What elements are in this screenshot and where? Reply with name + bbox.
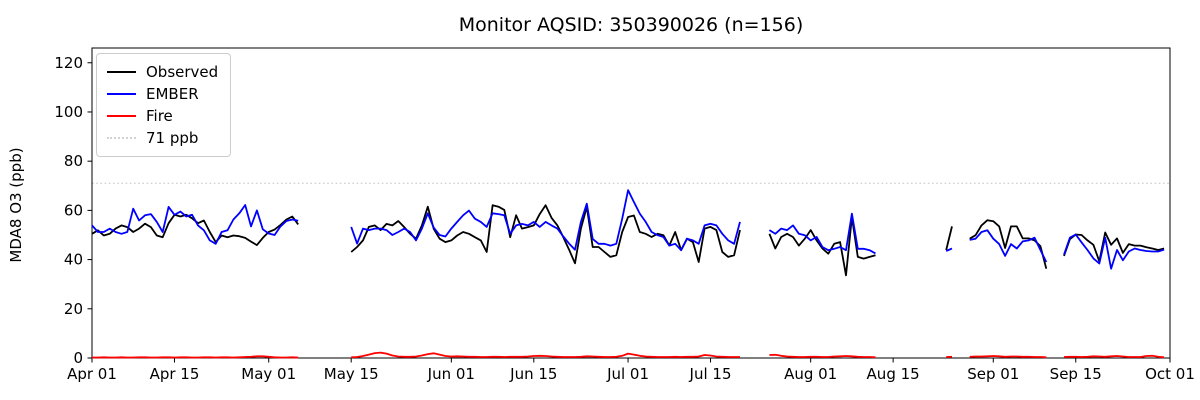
x-tick-label: Apr 15 xyxy=(150,365,200,383)
y-tick-label: 0 xyxy=(73,349,83,367)
x-tick-label: Jun 01 xyxy=(427,365,475,383)
threshold-line-swatch xyxy=(107,137,136,139)
fire-line-segment-3 xyxy=(769,353,876,359)
ember-line-segment-6 xyxy=(1063,233,1165,270)
x-tick-label: Aug 15 xyxy=(867,365,920,383)
plot-frame xyxy=(91,47,1171,359)
observed-line-segment-4 xyxy=(945,226,953,251)
observed-line-swatch xyxy=(107,71,136,73)
observed-line-segment-6 xyxy=(1063,231,1165,263)
x-tick-label: Aug 01 xyxy=(784,365,837,383)
legend-label-ember: EMBER xyxy=(146,85,199,103)
observed-line-segment-3 xyxy=(768,216,876,277)
chart-title: Monitor AQSID: 350390026 (n=156) xyxy=(458,14,804,36)
y-tick-label: 100 xyxy=(54,103,83,121)
legend-row-observed: Observed xyxy=(107,61,218,83)
ember-line-segment-4 xyxy=(945,247,953,252)
legend-label-observed: Observed xyxy=(146,63,219,81)
fire-line-segment-2 xyxy=(351,351,740,359)
ember-line-segment-1 xyxy=(91,204,299,245)
x-tick-label: Sep 15 xyxy=(1050,365,1102,383)
x-tick-label: Jun 15 xyxy=(509,365,557,383)
legend: Observed EMBER Fire 71 ppb xyxy=(96,53,232,157)
y-tick-label: 120 xyxy=(54,54,83,72)
y-tick-label: 80 xyxy=(64,152,83,170)
legend-label-threshold: 71 ppb xyxy=(146,129,199,147)
y-tick-label: 60 xyxy=(64,201,83,219)
legend-label-fire: Fire xyxy=(146,107,173,125)
x-tick-label: May 15 xyxy=(324,365,379,383)
fire-line-segment-6 xyxy=(1063,354,1165,359)
observed-line-segment-2 xyxy=(350,204,741,265)
fire-line-segment-5 xyxy=(969,355,1047,359)
ember-line-swatch xyxy=(107,93,136,95)
x-tick-label: Jul 01 xyxy=(606,365,649,383)
x-tick-label: Oct 01 xyxy=(1145,365,1195,383)
y-tick-label: 40 xyxy=(64,251,83,269)
ember-line-segment-5 xyxy=(969,229,1048,263)
legend-row-fire: Fire xyxy=(107,105,218,127)
x-tick-label: Jul 15 xyxy=(689,365,732,383)
observed-line-segment-5 xyxy=(969,219,1048,269)
ember-line-segment-3 xyxy=(768,212,876,255)
x-tick-label: Apr 01 xyxy=(67,365,117,383)
y-tick-label: 20 xyxy=(64,300,83,318)
fire-line-swatch xyxy=(107,115,136,117)
fire-line-segment-1 xyxy=(92,355,299,359)
x-tick-label: May 01 xyxy=(241,365,296,383)
x-tick-label: Sep 01 xyxy=(967,365,1019,383)
legend-row-threshold: 71 ppb xyxy=(107,127,218,149)
ember-line-segment-2 xyxy=(350,189,741,252)
legend-row-ember: EMBER xyxy=(107,83,218,105)
